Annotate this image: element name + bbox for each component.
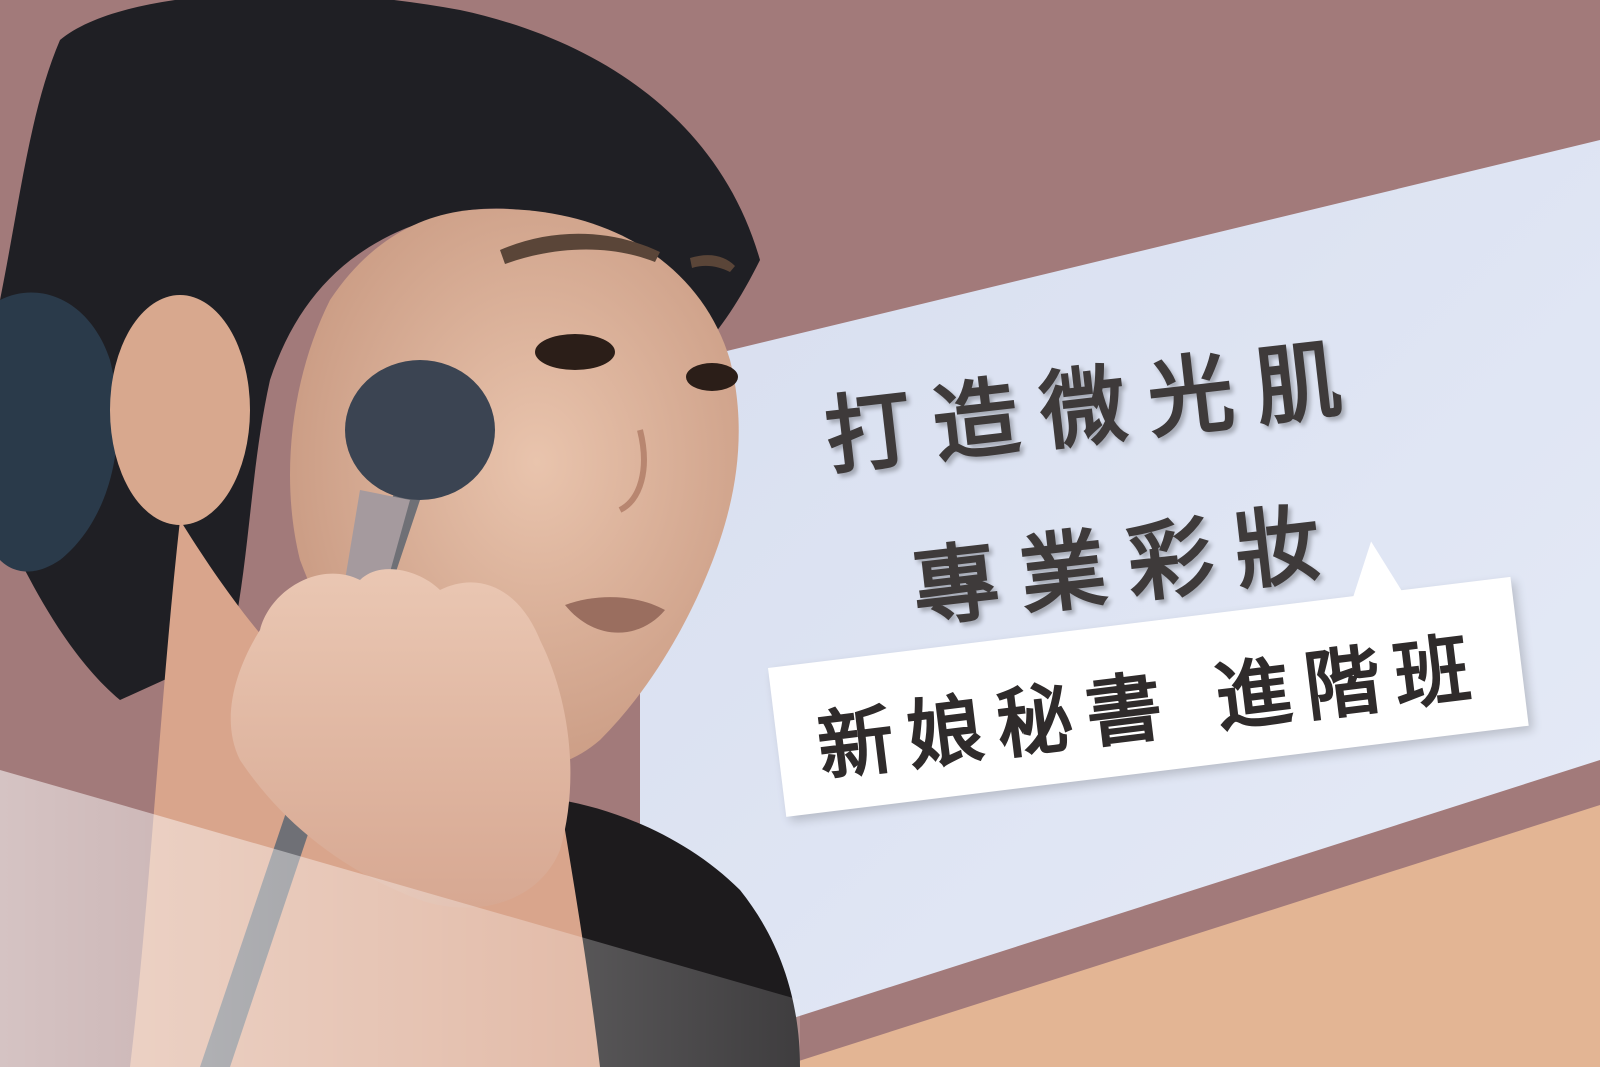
eyebrow-right [690, 255, 735, 272]
brush-bristles [345, 360, 495, 500]
brush-ferrule [345, 490, 410, 590]
hand-shape [230, 569, 571, 908]
lips [565, 597, 665, 633]
peach-band [780, 805, 1600, 1067]
hair-bun [0, 292, 118, 572]
nose-shadow [618, 429, 647, 513]
translucent-overlay [0, 770, 800, 1067]
eye-left [535, 334, 615, 370]
ear-shape [110, 295, 250, 525]
blue-panel [640, 140, 1600, 1067]
eye-right [686, 363, 738, 391]
hair-shape [0, 0, 760, 700]
eyebrow-left [500, 233, 660, 264]
speech-bubble-tail [1345, 538, 1404, 601]
